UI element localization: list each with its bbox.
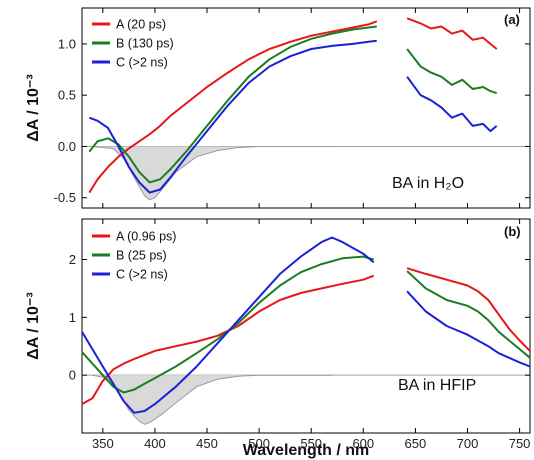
y-tick-label: 0.5 xyxy=(58,88,76,103)
x-axis-title: Wavelength / nm xyxy=(243,442,370,459)
x-tick-label: 700 xyxy=(457,436,479,451)
series-line-a-segment-1 xyxy=(81,274,375,405)
y-tick-label: 1 xyxy=(69,310,76,325)
ground-state-fill xyxy=(92,375,333,425)
panel-b-x-ticks: 350 400 450 500 550 600 650 700 750 xyxy=(92,219,530,451)
legend-label-c: C (>2 ns) xyxy=(116,56,168,70)
legend-label-b: B (130 ps) xyxy=(116,37,174,51)
y-tick-label: 1.0 xyxy=(58,36,76,51)
y-tick-label: 0.0 xyxy=(58,139,76,154)
x-tick-label: 450 xyxy=(196,436,218,451)
series-line-b-segment-2 xyxy=(406,270,531,359)
panel-a-series xyxy=(88,17,498,194)
panel-b-legend: A (0.96 ps) B (25 ps) C (>2 ns) xyxy=(92,230,176,282)
panel-b-y-axis-title: ΔA / 10⁻³ xyxy=(25,292,42,359)
x-tick-label: 400 xyxy=(144,436,166,451)
series-line-a-segment-1 xyxy=(88,20,378,194)
panel-a-x-ticks xyxy=(102,8,521,208)
panel-b-series xyxy=(81,236,531,414)
panel-a-y-ticks: -0.5 0.0 0.5 1.0 xyxy=(54,36,530,205)
series-line-c-segment-2 xyxy=(406,76,498,133)
panel-a-legend: A (20 ps) B (130 ps) C (>2 ns) xyxy=(92,18,174,70)
y-tick-label: 0 xyxy=(69,368,76,383)
panel-b-label: (b) xyxy=(504,224,521,239)
panel-a-label: (a) xyxy=(504,12,520,27)
series-line-a-segment-2 xyxy=(406,17,498,50)
x-tick-label: 550 xyxy=(300,436,322,451)
series-line-c-segment-1 xyxy=(88,39,377,194)
panel-a: -0.5 0.0 0.5 1.0 A (20 ps) B (130 ps) C (>2 n… xyxy=(25,7,531,209)
panel-b-annotation: BA in HFIP xyxy=(398,377,476,394)
panel-b: 0 1 2 350 400 450 500 550 600 650 700 750 A (0.96 … xyxy=(25,218,531,451)
panel-a-y-axis-title: ΔA / 10⁻³ xyxy=(25,74,42,141)
x-tick-label: 500 xyxy=(248,436,270,451)
series-line-b-segment-2 xyxy=(406,48,498,95)
panel-b-y-ticks: 0 1 2 xyxy=(69,252,530,383)
x-tick-label: 600 xyxy=(352,436,374,451)
ground-state-fill xyxy=(92,146,333,200)
series-line-c-segment-2 xyxy=(406,290,531,368)
series-line-b-segment-1 xyxy=(81,255,374,394)
series-line-c-segment-1 xyxy=(81,236,375,414)
legend-label-a: A (0.96 ps) xyxy=(116,230,176,244)
y-tick-label: 2 xyxy=(69,252,76,267)
legend-label-b: B (25 ps) xyxy=(116,249,167,263)
series-line-b-segment-1 xyxy=(88,25,377,184)
x-tick-label: 650 xyxy=(405,436,427,451)
series-line-a-segment-2 xyxy=(406,267,531,352)
x-tick-label: 350 xyxy=(92,436,114,451)
legend-label-c: C (>2 ns) xyxy=(116,268,168,282)
panel-a-annotation: BA in H₂O xyxy=(392,175,464,192)
x-tick-label: 750 xyxy=(509,436,531,451)
legend-label-a: A (20 ps) xyxy=(116,18,166,32)
y-tick-label: -0.5 xyxy=(54,190,76,205)
